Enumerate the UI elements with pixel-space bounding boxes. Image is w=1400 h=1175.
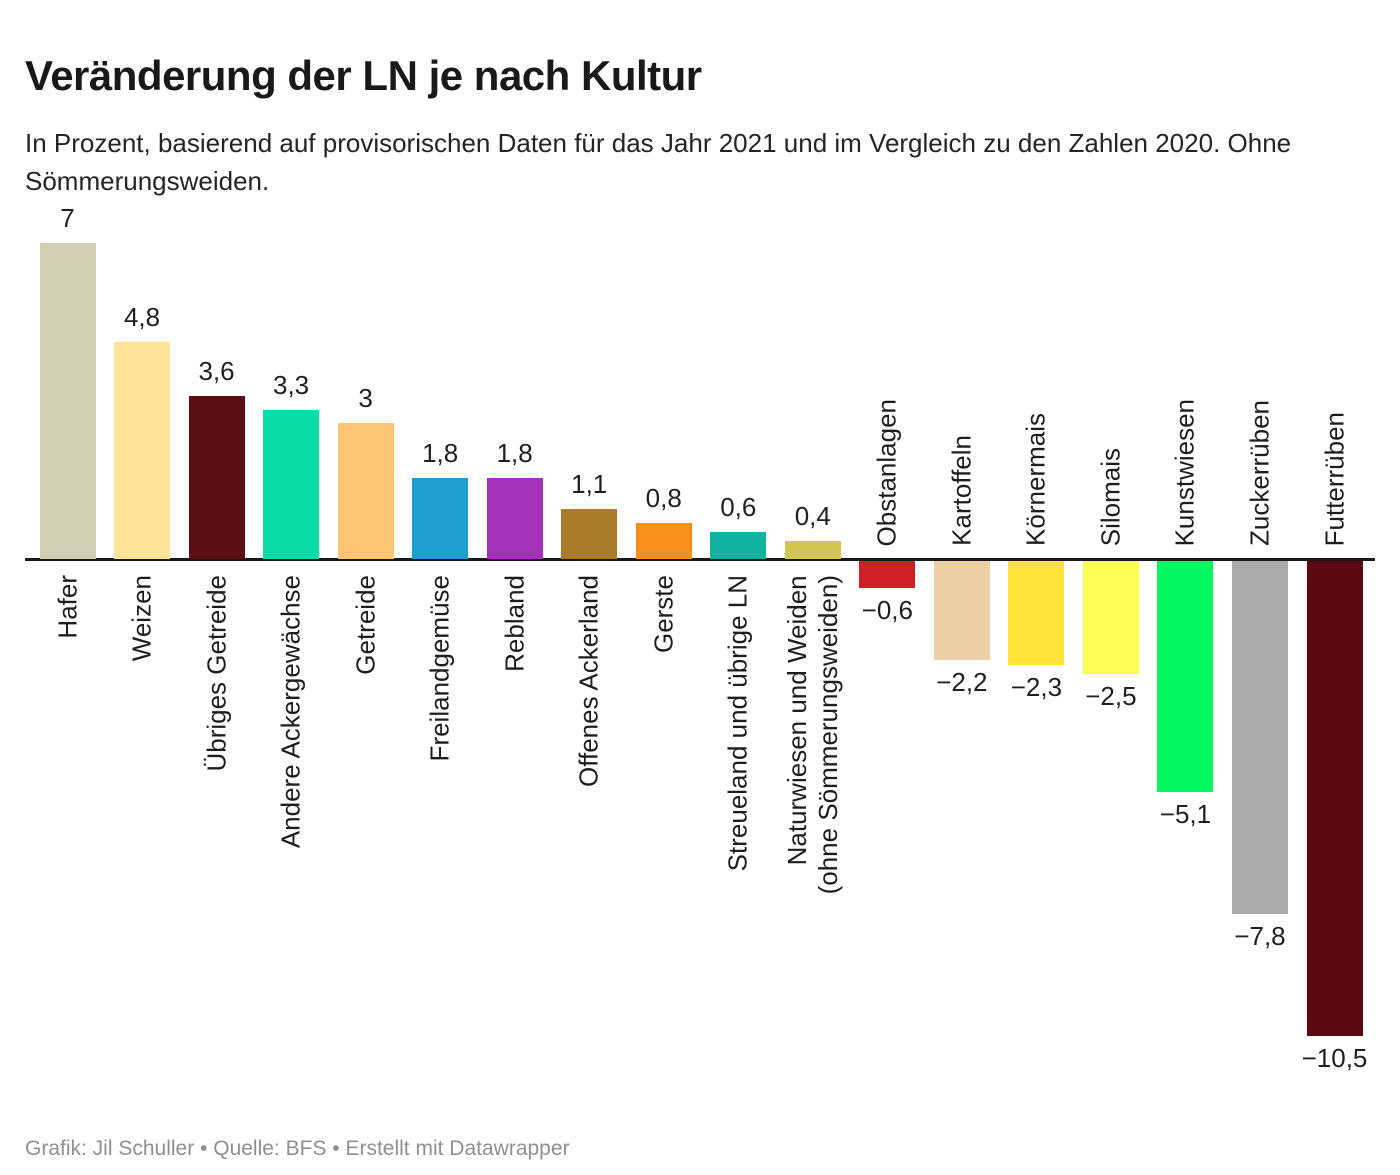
bar-category-label: Hafer [52,575,82,639]
bar [263,409,320,559]
bar-category-label: Streueland und übrige LN [722,575,753,872]
bar-category-label: Kunstwiesen [1169,398,1200,546]
bar-category-label: Freilandgemüse [424,575,455,762]
bar-category-label: Körnermais [1020,413,1051,546]
bar [1306,561,1363,1036]
bar-category-label: Offenes Ackerland [573,575,604,787]
bar-value-label: 1,8 [496,437,533,468]
bar-value-label: −2,5 [1085,681,1137,711]
bar-category-label: Weizen [126,575,157,662]
bar-value-label: −7,8 [1234,920,1286,951]
bar-value-label: 1,1 [571,469,608,500]
bar-value-label: 3,3 [273,369,310,400]
bar-category-label: Zuckerrüben [1244,400,1275,546]
bar-value-label: 0,4 [794,500,831,531]
bar-category-label: Gerste [648,575,679,654]
bar-value-label: −2,2 [936,667,988,698]
bar [1008,561,1065,665]
bar [1157,561,1214,792]
bar-category-label: Getreide [350,575,381,675]
bar-value-label: 7 [60,202,75,233]
bar-category-label: Futterrüben [1319,411,1349,546]
bar [337,423,394,559]
bar-category-label: Andere Ackergewächse [275,575,306,849]
bar [635,522,692,559]
bar [933,561,990,661]
bar-value-label: 3,6 [198,356,235,387]
bar [114,342,171,559]
bar-category-label: Übriges Getreide [201,575,232,772]
bar-category-label: Rebland [499,575,530,672]
bar-category-label: Silomais [1095,447,1126,546]
x-axis-line [25,558,1375,561]
bar-value-label: −5,1 [1159,798,1212,829]
chart-title: Veränderung der LN je nach Kultur [25,52,702,100]
bar [710,531,767,559]
bar [412,477,469,559]
bar-value-label: 0,6 [720,491,757,522]
bar-category-label: Kartoffeln [946,435,977,546]
bar-value-label: −2,3 [1010,671,1063,702]
bar-value-label: −10,5 [1301,1042,1368,1073]
bar [784,540,841,559]
bar [39,242,96,559]
bar [859,561,916,589]
bar [1231,561,1288,914]
bar [188,396,245,559]
bar-value-label: 3 [358,383,373,414]
chart-footer-credit: Grafik: Jil Schuller • Quelle: BFS • Ers… [25,1137,570,1160]
bar-value-label: 1,8 [422,437,459,468]
bar-value-label: 0,8 [645,482,682,513]
bar [486,477,543,559]
chart-subtitle: In Prozent, basierend auf provisorischen… [25,128,1292,196]
bar-value-label: 4,8 [123,302,161,333]
bar [1082,561,1139,674]
bar [561,509,618,559]
bar-value-label: −0,6 [861,595,913,626]
bar-category-label: Obstanlagen [871,398,902,546]
